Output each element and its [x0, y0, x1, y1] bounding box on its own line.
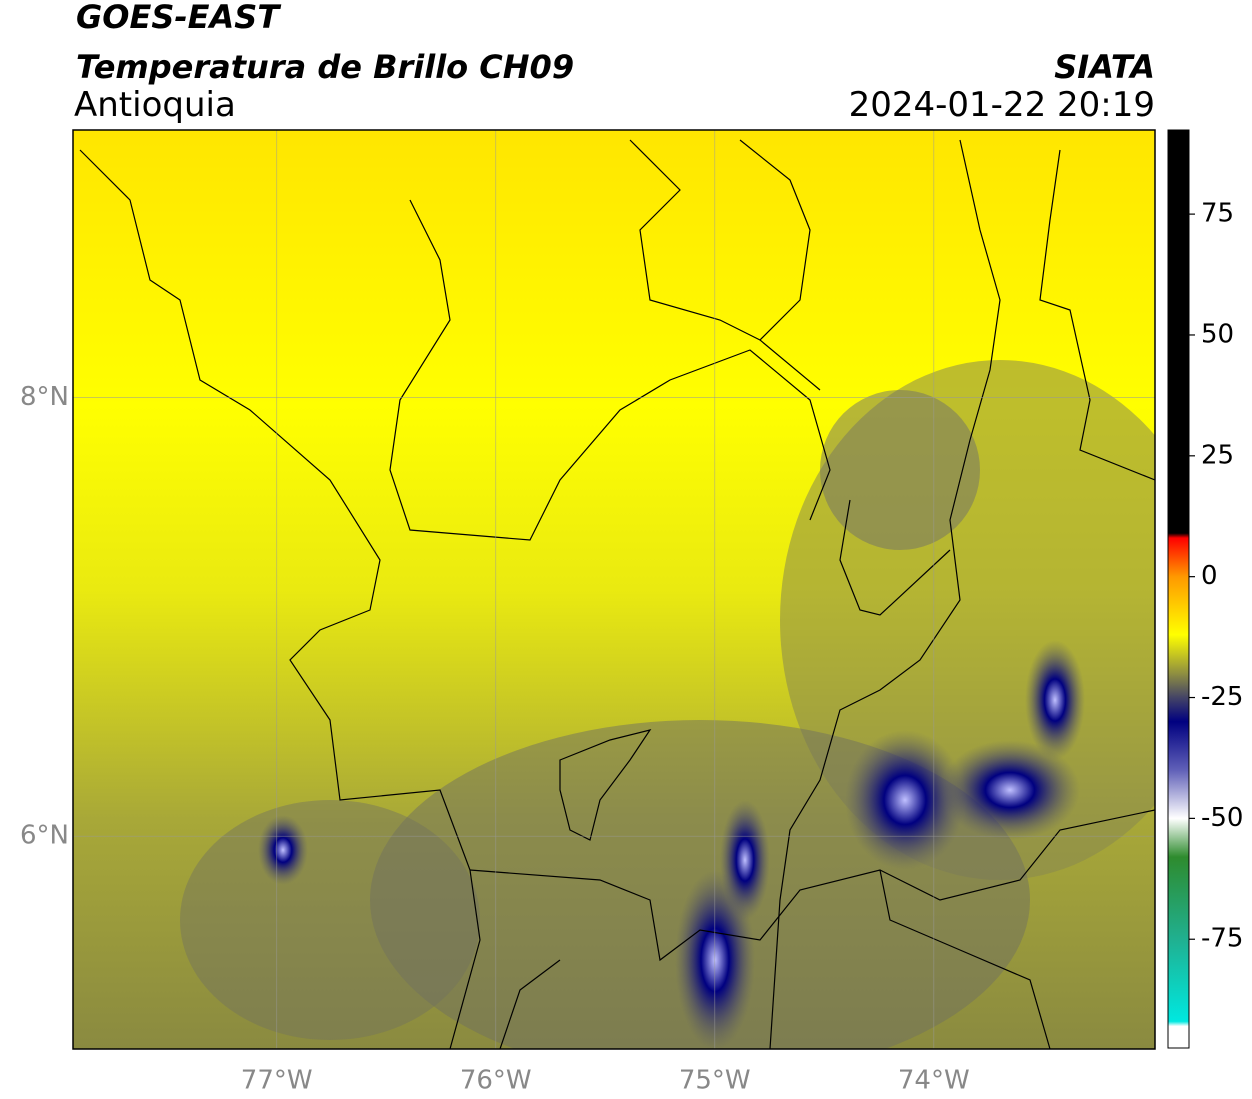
colorbar-tick-label: 0: [1201, 561, 1218, 591]
colorbar: [1167, 129, 1190, 1049]
lat-tick-label: 8°N: [20, 382, 69, 412]
colorbar-tick-label: -75: [1201, 924, 1243, 954]
region: Antioquia: [74, 85, 236, 125]
lon-tick-label: 75°W: [679, 1066, 751, 1096]
title: GOES-EAST: [76, 0, 281, 36]
cloud: [845, 730, 965, 870]
timestamp: 2024-01-22 20:19: [849, 85, 1155, 125]
colorbar-tick-label: -25: [1201, 682, 1243, 712]
colorbar-tick-label: 75: [1201, 199, 1234, 229]
cold-area: [820, 390, 980, 550]
cloud: [1025, 640, 1085, 760]
colorbar-tick-label: 25: [1201, 440, 1234, 470]
lon-tick-label: 77°W: [241, 1066, 313, 1096]
cold-area: [180, 800, 480, 1040]
lat-tick-label: 6°N: [20, 821, 69, 851]
lon-tick-label: 76°W: [460, 1066, 532, 1096]
map-frame: [72, 129, 1156, 1050]
grid: [73, 130, 1155, 1049]
map-image: [73, 130, 1155, 1049]
subtitle: Temperatura de Brillo CH09: [76, 48, 574, 86]
lon-tick-label: 74°W: [898, 1066, 970, 1096]
cloud: [940, 740, 1080, 840]
borders: [79, 139, 1155, 1049]
colorbar-tick-label: -50: [1201, 803, 1243, 833]
cloud: [720, 800, 770, 920]
source: SIATA: [1054, 48, 1155, 86]
colorbar-tick-label: 50: [1201, 319, 1234, 349]
cloud: [258, 815, 308, 885]
